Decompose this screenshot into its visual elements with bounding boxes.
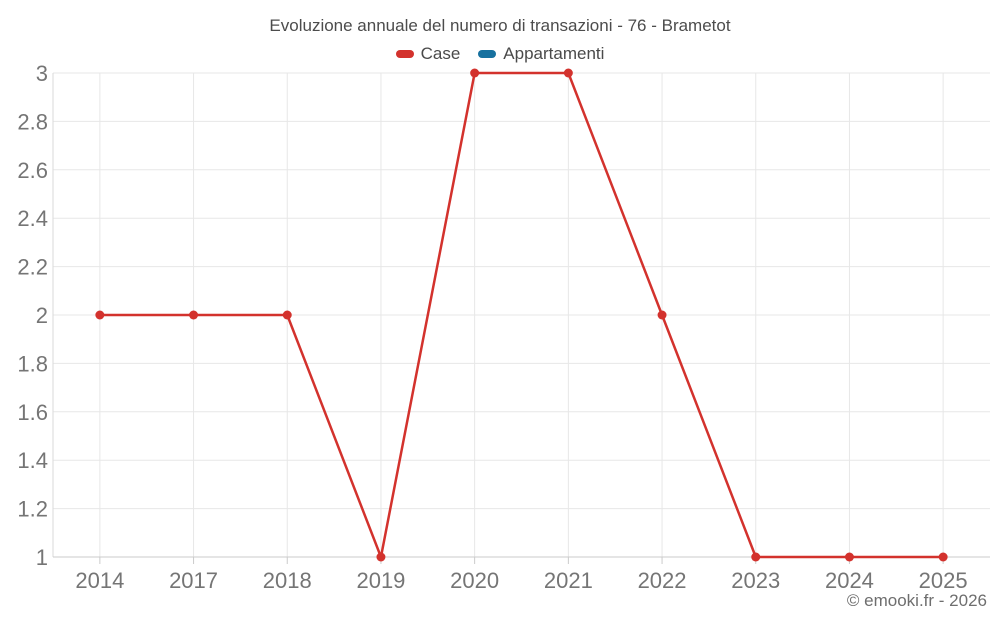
y-axis-tick-label: 3 <box>36 61 48 86</box>
y-axis-tick-label: 2.4 <box>17 206 48 231</box>
appartamenti-series-swatch <box>478 50 497 58</box>
legend-label-appartamenti: Appartamenti <box>503 44 605 63</box>
x-axis-tick-label: 2024 <box>825 568 874 593</box>
data-point-case[interactable] <box>95 310 105 320</box>
data-point-case[interactable] <box>844 552 854 562</box>
series-line-case <box>98 71 945 559</box>
y-axis-tick-label: 2.8 <box>17 109 48 134</box>
legend: Case Appartamenti <box>0 44 1000 64</box>
copyright-credit: © emooki.fr - 2026 <box>846 591 987 610</box>
y-axis-tick-label: 1.2 <box>17 497 48 522</box>
x-axis-tick-label: 2014 <box>75 568 124 593</box>
y-axis-tick-label: 1 <box>36 545 48 570</box>
data-point-case[interactable] <box>938 552 948 562</box>
y-axis-tick-label: 2.6 <box>17 158 48 183</box>
data-point-case[interactable] <box>470 68 480 78</box>
x-axis-tick-label: 2020 <box>450 568 499 593</box>
data-point-case[interactable] <box>282 310 292 320</box>
y-axis-tick-label: 1.4 <box>17 448 48 473</box>
legend-item-case[interactable]: Case <box>395 44 461 64</box>
data-point-case[interactable] <box>189 310 199 320</box>
legend-label-case: Case <box>420 44 461 63</box>
case-series-swatch <box>395 50 414 58</box>
y-axis-tick-label: 1.8 <box>17 351 48 376</box>
data-point-case[interactable] <box>376 552 386 562</box>
data-point-case[interactable] <box>657 310 667 320</box>
x-axis-tick-label: 2019 <box>356 568 405 593</box>
x-axis-tick-label: 2025 <box>919 568 968 593</box>
y-axis-tick-label: 2 <box>36 303 48 328</box>
x-axis-tick-label: 2018 <box>263 568 312 593</box>
x-axis-tick-label: 2023 <box>731 568 780 593</box>
x-axis-tick-label: 2021 <box>544 568 593 593</box>
x-axis-tick-label: 2022 <box>638 568 687 593</box>
data-point-case[interactable] <box>751 552 761 562</box>
legend-item-appartamenti[interactable]: Appartamenti <box>478 44 604 64</box>
y-axis-tick-label: 2.2 <box>17 255 48 280</box>
x-axis-tick-label: 2017 <box>169 568 218 593</box>
chart-title: Evoluzione annuale del numero di transaz… <box>269 16 731 35</box>
data-point-case[interactable] <box>563 68 573 78</box>
y-axis-tick-label: 1.6 <box>17 400 48 425</box>
